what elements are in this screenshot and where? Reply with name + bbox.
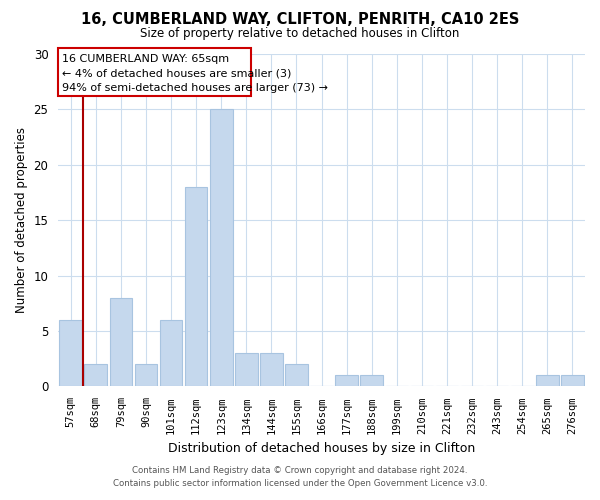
Bar — [561, 376, 584, 386]
Text: Size of property relative to detached houses in Clifton: Size of property relative to detached ho… — [140, 28, 460, 40]
Bar — [536, 376, 559, 386]
Bar — [59, 320, 82, 386]
FancyBboxPatch shape — [58, 48, 251, 96]
Bar — [285, 364, 308, 386]
Text: ← 4% of detached houses are smaller (3): ← 4% of detached houses are smaller (3) — [62, 68, 291, 78]
Bar — [110, 298, 132, 386]
Text: 16 CUMBERLAND WAY: 65sqm: 16 CUMBERLAND WAY: 65sqm — [62, 54, 229, 64]
Bar — [85, 364, 107, 386]
Text: 16, CUMBERLAND WAY, CLIFTON, PENRITH, CA10 2ES: 16, CUMBERLAND WAY, CLIFTON, PENRITH, CA… — [81, 12, 519, 28]
Bar — [235, 353, 257, 386]
Bar — [361, 376, 383, 386]
Bar — [185, 187, 208, 386]
Bar — [335, 376, 358, 386]
Text: Contains HM Land Registry data © Crown copyright and database right 2024.
Contai: Contains HM Land Registry data © Crown c… — [113, 466, 487, 487]
X-axis label: Distribution of detached houses by size in Clifton: Distribution of detached houses by size … — [168, 442, 475, 455]
Y-axis label: Number of detached properties: Number of detached properties — [15, 127, 28, 313]
Bar — [160, 320, 182, 386]
Bar — [210, 110, 233, 386]
Bar — [134, 364, 157, 386]
Text: 94% of semi-detached houses are larger (73) →: 94% of semi-detached houses are larger (… — [62, 82, 328, 92]
Bar — [260, 353, 283, 386]
